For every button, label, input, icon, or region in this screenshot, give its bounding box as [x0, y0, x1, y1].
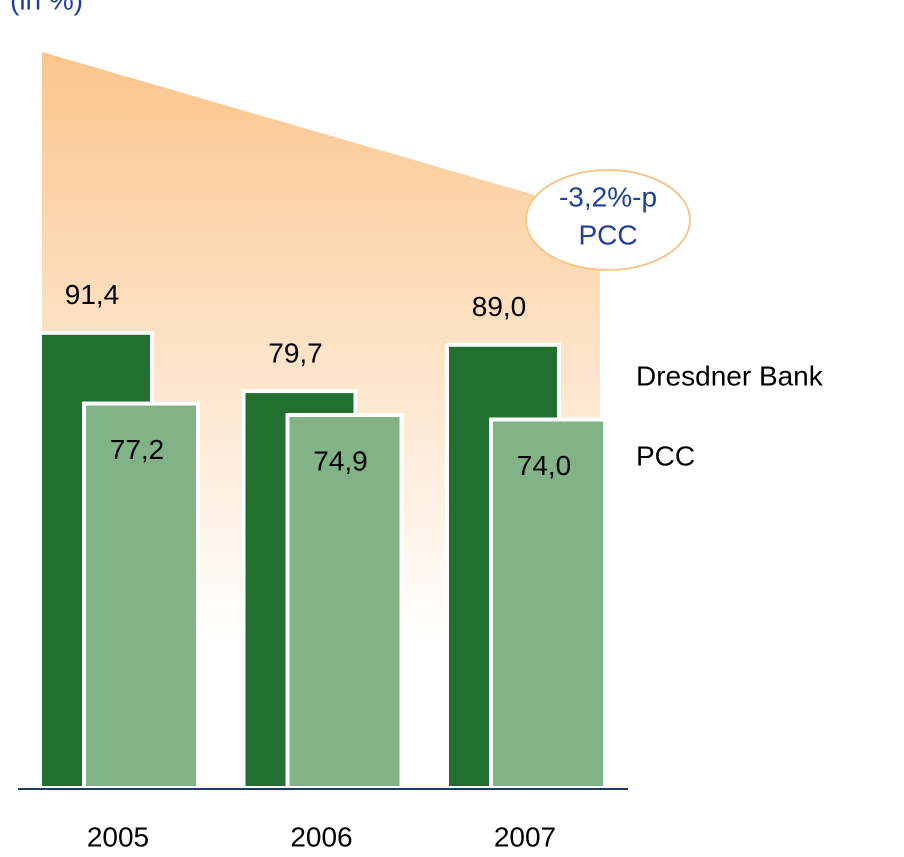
annotation-bubble — [525, 169, 691, 271]
annotation: PCC — [578, 219, 637, 250]
value-label: 74,9 — [313, 445, 368, 476]
legend-label: PCC — [636, 440, 695, 471]
value-label: 74,0 — [517, 450, 572, 481]
value-label: 89,0 — [472, 291, 527, 322]
legend-label: Dresdner Bank — [636, 360, 824, 391]
x-tick-label: 2007 — [494, 821, 556, 852]
value-label: 79,7 — [268, 337, 323, 368]
chart-title: (in %) — [10, 0, 83, 15]
value-label: 91,4 — [65, 279, 120, 310]
x-tick-label: 2005 — [87, 821, 149, 852]
annotation: -3,2%-p — [559, 181, 657, 212]
bar — [489, 417, 607, 790]
value-label: 77,2 — [110, 434, 165, 465]
bar — [285, 412, 404, 790]
bars — [38, 330, 607, 790]
x-tick-label: 2006 — [290, 821, 352, 852]
